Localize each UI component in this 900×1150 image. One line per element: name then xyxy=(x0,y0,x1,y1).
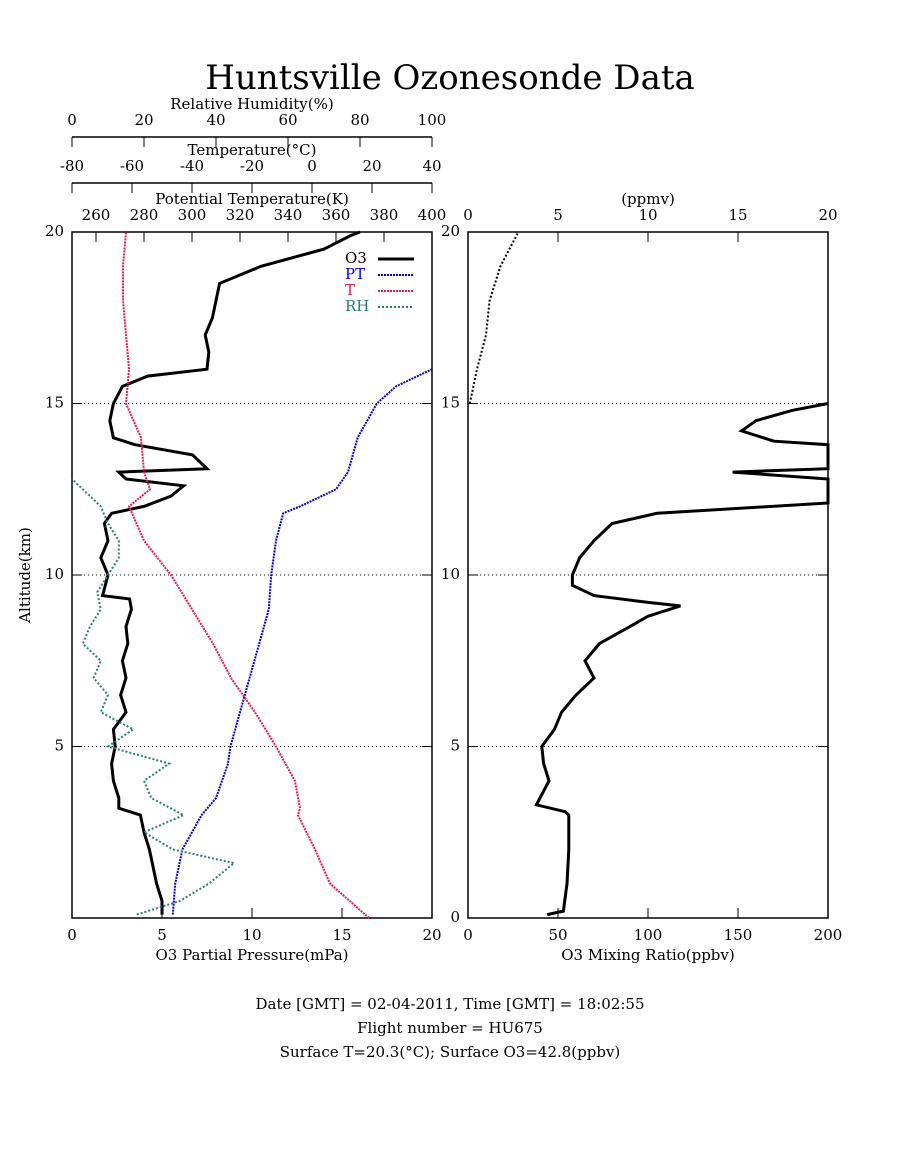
top-tick-label: 300 xyxy=(178,206,207,224)
top-tick-label: 20 xyxy=(362,157,381,175)
top-tick-label: 5 xyxy=(553,206,563,224)
top-tick-label: 40 xyxy=(206,111,225,129)
y-tick-label: 10 xyxy=(441,565,460,583)
top-tick-label: 320 xyxy=(226,206,255,224)
series-line xyxy=(71,478,237,916)
chart-title: Huntsville Ozonesonde Data xyxy=(205,58,695,98)
top-axis-label: Temperature(°C) xyxy=(188,141,317,159)
top-tick-label: -40 xyxy=(180,157,204,175)
x-tick-label: 10 xyxy=(242,926,261,944)
footer-line: Surface T=20.3(°C); Surface O3=42.8(ppbv… xyxy=(280,1043,621,1061)
y-tick-label: 5 xyxy=(54,737,64,755)
x-tick-label: 0 xyxy=(67,926,77,944)
top-tick-label: 360 xyxy=(322,206,351,224)
x-tick-label: 100 xyxy=(634,926,663,944)
y-tick-label: 10 xyxy=(45,565,64,583)
footer-line: Flight number = HU675 xyxy=(357,1019,543,1037)
x-tick-label: 50 xyxy=(548,926,567,944)
x-tick-label: 200 xyxy=(814,926,843,944)
top-tick-label: 380 xyxy=(370,206,399,224)
top-axis-label: (ppmv) xyxy=(621,190,675,208)
top-axis-label: Potential Temperature(K) xyxy=(155,190,349,208)
top-tick-label: 60 xyxy=(278,111,297,129)
x-tick-label: 20 xyxy=(422,926,441,944)
series-line xyxy=(99,230,361,915)
y-axis-label: Altitude(km) xyxy=(16,527,34,624)
top-tick-label: 280 xyxy=(130,206,159,224)
x-tick-label: 15 xyxy=(332,926,351,944)
top-tick-label: -60 xyxy=(120,157,144,175)
x-tick-label: 0 xyxy=(463,926,473,944)
top-tick-label: 0 xyxy=(307,157,317,175)
top-tick-label: -20 xyxy=(240,157,264,175)
top-tick-label: 15 xyxy=(728,206,747,224)
x-axis-label: O3 Partial Pressure(mPa) xyxy=(155,946,348,964)
top-tick-label: 40 xyxy=(422,157,441,175)
series-line xyxy=(468,231,520,404)
series-line xyxy=(171,368,433,915)
series-line xyxy=(534,402,830,917)
top-axis-label: Relative Humidity(%) xyxy=(170,95,333,113)
top-tick-label: 10 xyxy=(638,206,657,224)
legend-label: O3 xyxy=(345,249,367,267)
y-tick-label: 15 xyxy=(441,394,460,412)
x-tick-label: 150 xyxy=(724,926,753,944)
top-tick-label: 0 xyxy=(67,111,77,129)
legend-label: RH xyxy=(345,297,369,315)
y-tick-label: 15 xyxy=(45,394,64,412)
y-tick-label: 20 xyxy=(441,222,460,240)
top-tick-label: 100 xyxy=(418,111,447,129)
top-tick-label: 20 xyxy=(818,206,837,224)
top-tick-label: -80 xyxy=(60,157,84,175)
x-axis-label: O3 Mixing Ratio(ppbv) xyxy=(561,946,734,964)
x-tick-label: 5 xyxy=(157,926,167,944)
series-line xyxy=(122,231,370,919)
top-tick-label: 80 xyxy=(350,111,369,129)
y-tick-label: 0 xyxy=(450,908,460,926)
top-tick-label: 0 xyxy=(463,206,473,224)
top-tick-label: 400 xyxy=(418,206,447,224)
legend-label: PT xyxy=(345,265,365,283)
legend-label: T xyxy=(345,281,355,299)
y-tick-label: 5 xyxy=(450,737,460,755)
top-tick-label: 260 xyxy=(82,206,111,224)
top-tick-label: 340 xyxy=(274,206,303,224)
y-tick-label: 20 xyxy=(45,222,64,240)
footer-line: Date [GMT] = 02-04-2011, Time [GMT] = 18… xyxy=(255,995,644,1013)
top-tick-label: 20 xyxy=(134,111,153,129)
